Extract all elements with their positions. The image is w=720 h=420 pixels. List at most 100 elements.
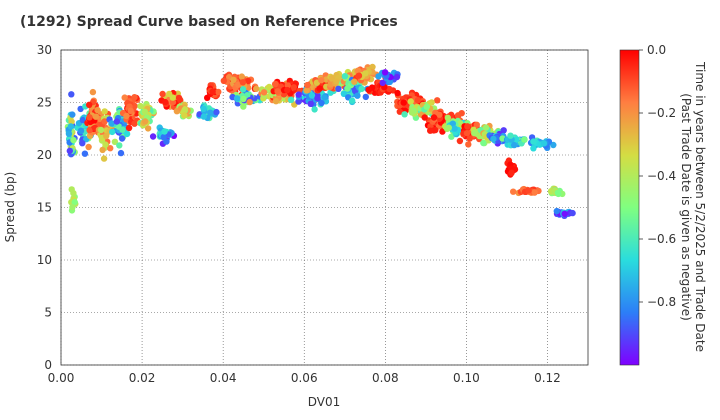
data-point [79,140,86,147]
data-point [86,101,93,109]
data-point [444,114,451,122]
data-point [220,77,227,85]
data-point [340,90,348,98]
data-point [160,134,167,141]
data-point [362,93,369,101]
data-point [443,125,451,132]
data-point [386,85,393,93]
data-point [386,78,394,86]
data-point [99,146,106,154]
data-point [540,140,548,147]
y-axis-ticks: 0 5 10 15 20 25 30 [37,43,52,372]
data-point [333,78,340,85]
data-point [463,130,471,137]
data-point [321,94,328,101]
y-axis-label: Spread (bp) [3,172,17,243]
data-point [401,111,408,118]
data-point [159,90,166,98]
data-point [89,88,97,96]
data-point [530,145,537,152]
data-point [307,100,314,108]
data-point [448,133,455,140]
x-tick-label: 0.12 [534,371,561,385]
x-tick-label: 0.02 [129,371,156,385]
data-point [308,92,316,99]
data-point [107,145,114,152]
data-point [272,80,279,88]
data-point [68,186,75,193]
data-point [531,189,538,196]
data-point [507,132,514,139]
data-point [253,85,260,93]
data-point [508,169,515,176]
data-point [408,109,415,116]
data-point [86,114,93,121]
data-point [454,112,462,120]
data-point [103,132,110,140]
data-point [240,95,247,103]
data-point [490,135,497,143]
data-point [118,135,126,142]
data-point [511,141,518,149]
data-point [500,127,507,134]
data-point [109,128,116,136]
data-point [379,79,386,87]
data-point [119,126,126,133]
data-point [215,88,222,96]
colorbar-label-line2: (Past Trade Date is given as negative) [679,93,693,321]
data-point [449,120,456,127]
data-point [200,113,207,120]
data-point [240,103,247,110]
data-point [68,118,75,125]
data-point [304,81,311,89]
data-point [244,77,252,85]
data-point [162,98,169,106]
data-point [355,67,362,74]
data-point [318,77,325,84]
colorbar-tick-label: −0.2 [647,106,676,120]
plot-frame [60,49,589,366]
data-point [375,73,382,80]
data-point [101,108,108,115]
data-point [318,99,325,107]
data-point [235,81,242,88]
data-point [175,94,183,102]
data-point [213,108,220,116]
data-point [327,81,334,88]
data-point [439,128,446,135]
data-point [67,123,75,130]
data-point [561,210,568,218]
data-point [142,118,149,125]
data-point [169,98,177,106]
data-point [421,114,428,121]
data-point [456,137,464,145]
x-axis-ticks: 0.00 0.02 0.04 0.06 0.08 0.10 0.12 [48,371,561,385]
data-point [369,63,376,71]
data-point [111,138,119,145]
data-point [482,124,490,131]
data-point [381,69,389,76]
y-tick-label: 5 [44,306,52,320]
data-point [144,125,152,132]
data-point [117,149,125,157]
data-point [69,203,76,211]
data-point [207,109,214,116]
y-tick-label: 10 [37,253,52,267]
data-point [230,76,237,84]
y-tick-label: 30 [37,43,52,57]
data-point [295,98,302,105]
data-point [272,98,280,105]
data-point [181,112,188,119]
data-point [127,107,134,115]
data-point [400,99,407,106]
data-point [434,97,441,104]
data-point [451,125,458,132]
chart-title: (1292) Spread Curve based on Reference P… [20,14,398,30]
data-point [141,108,148,116]
data-point [335,85,342,93]
data-point [569,209,576,217]
data-point [70,136,77,144]
data-point [351,78,358,85]
data-point [358,85,365,93]
